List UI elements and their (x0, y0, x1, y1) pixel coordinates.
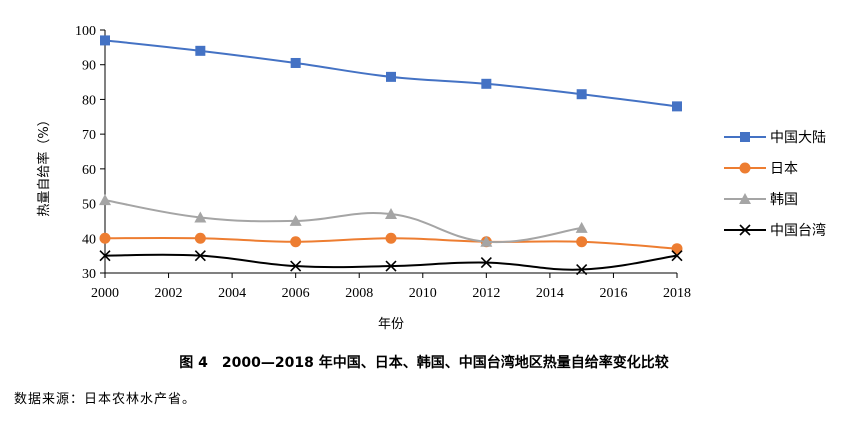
chart-axes (104, 30, 677, 274)
series-layer (99, 35, 683, 276)
x-tick-label: 2012 (472, 286, 500, 301)
legend-item: 中国台湾 (724, 222, 826, 239)
data-point (99, 194, 111, 206)
legend-marker (739, 162, 751, 174)
x-tick-label: 2004 (218, 286, 246, 301)
x-tick-label: 2000 (91, 286, 119, 301)
data-source-note: 数据来源：日本农林水产省。 (14, 392, 197, 407)
y-tick-label: 100 (75, 24, 96, 39)
data-point (481, 78, 492, 89)
data-point (385, 232, 397, 244)
y-axis-title: 热量自给率（%） (36, 113, 52, 216)
legend-item: 韩国 (724, 192, 798, 208)
y-tick-label: 60 (82, 163, 96, 178)
marker-stroke (194, 250, 206, 262)
data-point (480, 257, 492, 269)
x-tick-label: 2016 (599, 286, 627, 301)
legend-label: 中国大陆 (770, 130, 826, 146)
data-point (672, 101, 682, 112)
data-point (385, 207, 397, 219)
x-axis-title: 年份 (378, 317, 404, 332)
x-tick-label: 2008 (345, 286, 373, 301)
x-tick-label: 2010 (409, 286, 437, 301)
data-point (194, 211, 207, 223)
data-point (100, 35, 110, 46)
marker-stroke (576, 263, 588, 276)
data-point (289, 214, 302, 226)
legend-item: 中国大陆 (724, 130, 826, 146)
legend-item: 日本 (724, 161, 798, 177)
line-chart: 2000 2002 2004 2006 2008 2010 2012 2014 2016 2018… (36, 24, 826, 332)
y-tick-label: 30 (82, 267, 96, 282)
legend-label: 韩国 (770, 192, 798, 208)
series-1 (99, 232, 683, 255)
legend-label: 日本 (770, 161, 798, 177)
marker-stroke (290, 260, 302, 272)
data-point (576, 236, 588, 248)
marker-stroke (671, 250, 683, 262)
series-2 (99, 194, 588, 247)
y-axis-ticks: 30 40 50 60 70 80 90 100 (75, 24, 105, 282)
data-point (194, 232, 206, 244)
y-tick-label: 90 (82, 59, 96, 74)
marker-stroke (99, 250, 111, 262)
data-point (576, 89, 587, 100)
legend-marker (739, 224, 751, 236)
y-tick-label: 40 (82, 232, 96, 247)
data-point (290, 57, 301, 68)
data-point (671, 250, 683, 262)
series-0 (100, 35, 682, 112)
data-point (290, 236, 302, 248)
data-point (576, 263, 588, 276)
x-axis-ticks: 2000 2002 2004 2006 2008 2010 2012 2014 2016 2018 (91, 273, 691, 301)
data-point (194, 250, 206, 262)
x-tick-label: 2002 (155, 286, 183, 301)
marker-stroke (480, 257, 492, 269)
data-point (385, 260, 397, 272)
marker-stroke (739, 224, 751, 236)
series-3 (99, 250, 683, 276)
legend-marker (739, 193, 751, 204)
series-line (104, 253, 678, 271)
y-tick-label: 50 (82, 198, 96, 213)
series-line (104, 199, 582, 244)
legend-marker (740, 132, 750, 142)
x-tick-label: 2014 (536, 286, 564, 301)
data-point (99, 250, 111, 262)
data-point (575, 221, 588, 233)
data-point (386, 71, 396, 82)
marker-stroke (385, 260, 397, 272)
data-point (290, 260, 302, 272)
y-tick-label: 70 (82, 128, 96, 143)
data-point (195, 45, 206, 56)
figure-caption: 图 4 2000—2018 年中国、日本、韩国、中国台湾地区热量自给率变化比较 (179, 355, 669, 371)
legend-label: 中国台湾 (770, 222, 826, 239)
x-tick-label: 2018 (663, 286, 691, 301)
data-point (671, 243, 683, 255)
y-tick-label: 80 (82, 93, 96, 108)
data-point (480, 235, 493, 247)
x-tick-label: 2006 (282, 286, 310, 301)
data-point (99, 232, 111, 244)
